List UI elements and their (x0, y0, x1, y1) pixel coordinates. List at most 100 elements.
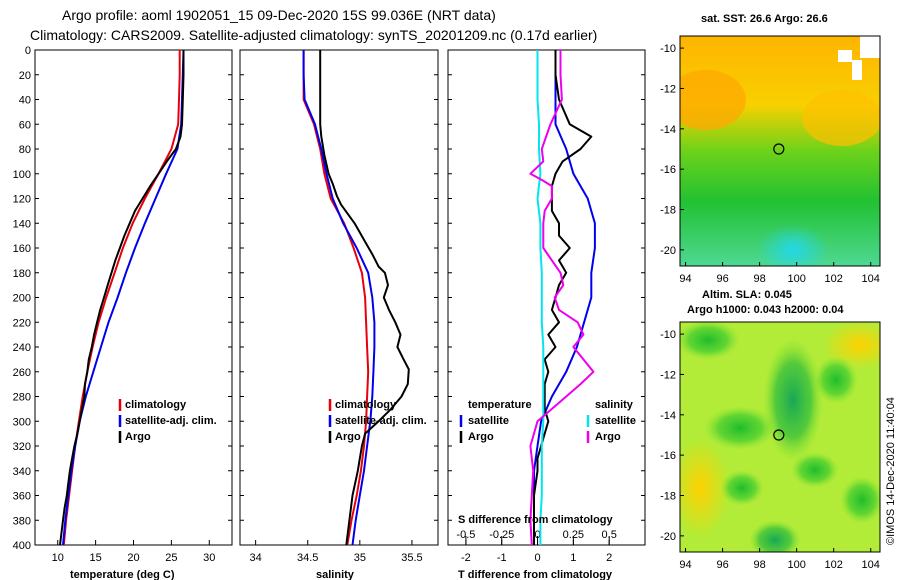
salinity-series (302, 50, 410, 545)
sst-warm-patch-east (802, 90, 880, 146)
depth-tick-label: 220 (13, 317, 31, 329)
temperature-x-axis: 10 15 20 25 30 (52, 540, 215, 564)
depth-tick-label: 320 (13, 441, 31, 453)
x-tick-label: 34.5 (297, 552, 318, 564)
sst-map-axes: 94 96 98 100 102 104 -10 -12 -14 -16 -18 -20 (660, 43, 880, 285)
sla-field (680, 322, 880, 552)
lon-tick-label: 104 (862, 273, 880, 285)
depth-tick-label: 200 (13, 293, 31, 305)
legend-label-satellite-adj: satellite-adj. clim. (335, 415, 427, 427)
depth-tick-label: 340 (13, 466, 31, 478)
s-diff-tick-label: -0.5 (456, 529, 475, 541)
x-tick-label: 0 (534, 552, 540, 564)
s-diff-tick-label: -0.25 (489, 529, 514, 541)
s-difference-x-axis: -0.5 -0.25 0 0.25 0.5 (456, 529, 617, 545)
series-line-temperature-satellite (533, 50, 596, 545)
difference-panel: -2 -1 0 1 2 -0.5 -0.25 0 0.25 0.5 S difference f… (447, 49, 646, 580)
title-line-2: Climatology: CARS2009. Satellite-adjuste… (30, 27, 597, 43)
legend-label-t-argo: Argo (468, 431, 494, 443)
series-line-climatology (302, 50, 370, 545)
depth-tick-label: 40 (19, 95, 31, 107)
lat-tick-label: -16 (660, 164, 676, 176)
x-tick-label: 1 (570, 552, 576, 564)
temperature-panel: 0 20 40 60 80 100 120 140 160 180 200 220 240 260 280 3… (13, 45, 233, 580)
series-line-satellite-adj-clim- (302, 50, 376, 545)
sla-low-blob (763, 338, 823, 462)
sla-low-blob (680, 322, 740, 360)
s-diff-tick-label: 0 (534, 529, 540, 541)
sst-warm-patch (680, 70, 746, 130)
sla-map: Altim. SLA: 0.045 Argo h1000: 0.043 h200… (660, 289, 881, 571)
s-difference-x-label: S difference from climatology (458, 514, 614, 526)
lat-tick-label: -14 (660, 410, 676, 422)
temperature-plot-frame (34, 49, 233, 546)
lon-tick-label: 96 (716, 273, 728, 285)
sla-low-blob (840, 476, 880, 524)
sla-low-blob (720, 470, 764, 506)
land-mask (860, 36, 880, 58)
depth-tick-label: 160 (13, 243, 31, 255)
legend-label-climatology: climatology (125, 399, 187, 411)
legend-label-t-satellite: satellite (468, 415, 509, 427)
lon-tick-label: 102 (825, 273, 843, 285)
lat-tick-label: -14 (660, 124, 676, 136)
legend-label-climatology: climatology (335, 399, 397, 411)
land-mask (838, 50, 852, 62)
sla-high-blob (680, 438, 730, 538)
temperature-legend: climatology satellite-adj. clim. Argo (118, 399, 217, 443)
sst-map: sat. SST: 26.6 Argo: 26.6 94 96 98 100 102 10… (660, 13, 881, 285)
depth-tick-label: 400 (13, 540, 31, 552)
sla-map-frame (679, 321, 881, 553)
lat-tick-label: -10 (660, 329, 676, 341)
sla-low-blob (791, 452, 839, 488)
legend-label-s-satellite: satellite (595, 415, 636, 427)
lat-tick-label: -20 (660, 531, 676, 543)
sla-map-axes: 94 96 98 100 102 104 -10 -12 -14 -16 -18 -20 (660, 329, 880, 571)
depth-tick-label: 100 (13, 169, 31, 181)
x-tick-label: 2 (606, 552, 612, 564)
lon-tick-label: 94 (679, 273, 691, 285)
lat-tick-label: -12 (660, 369, 676, 381)
lat-tick-label: -10 (660, 43, 676, 55)
series-line-salinity-satellite (536, 50, 545, 545)
temperature-series (59, 50, 185, 545)
series-line-salinity-argo (529, 50, 595, 545)
legend-label-argo: Argo (335, 431, 361, 443)
depth-tick-label: 300 (13, 416, 31, 428)
argo-location-marker (773, 143, 785, 155)
legend-label-s-argo: Argo (595, 431, 621, 443)
argo-location-marker (773, 429, 785, 441)
depth-tick-label: 240 (13, 342, 31, 354)
lon-tick-label: 94 (679, 559, 691, 571)
lon-tick-label: 96 (716, 559, 728, 571)
depth-tick-label: 280 (13, 392, 31, 404)
legend-label-satellite-adj: satellite-adj. clim. (125, 415, 217, 427)
x-tick-label: -2 (461, 552, 471, 564)
imos-stamp: ©IMOS 14-Dec-2020 11:40:04 (885, 397, 897, 545)
temperature-difference-legend: temperature satellite Argo (459, 399, 532, 443)
sla-low-blob (749, 520, 801, 552)
sla-low-blob (704, 406, 776, 450)
legend-title-temperature: temperature (468, 399, 532, 411)
lon-tick-label: 100 (787, 273, 805, 285)
x-tick-label: 35.5 (401, 552, 422, 564)
s-diff-tick-label: 0.25 (563, 529, 584, 541)
lat-tick-label: -18 (660, 491, 676, 503)
salinity-x-label: salinity (316, 569, 355, 580)
sla-map-title-2: Argo h1000: 0.043 h2000: 0.04 (687, 304, 844, 316)
sst-field (680, 36, 880, 266)
salinity-x-axis: 34 34.5 35 35.5 (250, 540, 423, 564)
series-line-argo (59, 50, 185, 545)
salinity-depth-ticks (240, 49, 438, 546)
difference-plot-frame (447, 49, 646, 546)
difference-series (529, 50, 596, 545)
sla-low-blob (814, 356, 858, 404)
legend-label-argo: Argo (125, 431, 151, 443)
series-line-satellite-adj-clim- (62, 50, 185, 545)
sla-map-title-1: Altim. SLA: 0.045 (702, 289, 792, 301)
lat-tick-label: -12 (660, 83, 676, 95)
salinity-difference-legend: salinity satellite Argo (586, 399, 636, 443)
lon-tick-label: 102 (825, 559, 843, 571)
depth-tick-label: 0 (25, 45, 31, 57)
lon-tick-label: 104 (862, 559, 880, 571)
